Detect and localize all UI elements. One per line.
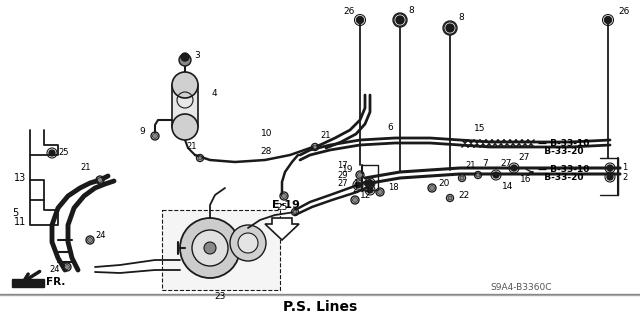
Bar bbox=[0, 294, 640, 295]
Circle shape bbox=[88, 238, 93, 242]
Circle shape bbox=[511, 165, 517, 171]
Text: S9A4-B3360C: S9A4-B3360C bbox=[490, 283, 552, 292]
Text: 16: 16 bbox=[520, 175, 531, 184]
Text: 3: 3 bbox=[194, 51, 200, 61]
Text: 19: 19 bbox=[342, 166, 353, 174]
Circle shape bbox=[179, 54, 191, 66]
Text: 27: 27 bbox=[518, 153, 529, 162]
Text: B-33-20: B-33-20 bbox=[538, 174, 584, 182]
Circle shape bbox=[181, 53, 189, 61]
Circle shape bbox=[198, 156, 202, 160]
Text: 2: 2 bbox=[353, 186, 358, 195]
Text: 25: 25 bbox=[276, 204, 288, 212]
Text: P.S. Lines: P.S. Lines bbox=[283, 300, 357, 314]
Circle shape bbox=[204, 242, 216, 254]
Text: 24: 24 bbox=[95, 231, 106, 240]
Text: 26: 26 bbox=[344, 7, 355, 16]
Text: 21: 21 bbox=[320, 131, 330, 140]
Circle shape bbox=[313, 145, 317, 149]
Circle shape bbox=[97, 177, 102, 182]
Text: B-33-20: B-33-20 bbox=[538, 146, 584, 155]
Text: 18: 18 bbox=[388, 183, 399, 192]
Text: 17: 17 bbox=[337, 161, 348, 170]
Circle shape bbox=[152, 133, 157, 138]
Text: 28: 28 bbox=[260, 146, 272, 155]
Text: 27: 27 bbox=[337, 180, 348, 189]
Text: 21: 21 bbox=[187, 142, 197, 151]
Text: 8: 8 bbox=[408, 6, 413, 15]
Polygon shape bbox=[265, 218, 299, 240]
Circle shape bbox=[238, 233, 258, 253]
Circle shape bbox=[460, 176, 464, 180]
Circle shape bbox=[192, 230, 228, 266]
Circle shape bbox=[607, 174, 613, 180]
Text: 20: 20 bbox=[438, 179, 449, 188]
Text: 7: 7 bbox=[482, 159, 488, 168]
Circle shape bbox=[65, 264, 70, 270]
Circle shape bbox=[367, 180, 373, 186]
Text: 23: 23 bbox=[214, 292, 226, 301]
Text: 27: 27 bbox=[500, 159, 511, 168]
Circle shape bbox=[172, 72, 198, 98]
Text: FR.: FR. bbox=[46, 277, 65, 287]
Circle shape bbox=[358, 173, 362, 177]
Text: 22: 22 bbox=[458, 190, 469, 199]
Text: 5: 5 bbox=[12, 208, 18, 218]
Text: E-19: E-19 bbox=[272, 200, 300, 210]
Circle shape bbox=[607, 165, 613, 171]
Text: 21: 21 bbox=[81, 163, 92, 172]
Circle shape bbox=[448, 196, 452, 200]
Text: — B-33-10: — B-33-10 bbox=[538, 166, 589, 174]
Text: 11: 11 bbox=[14, 217, 26, 227]
Circle shape bbox=[356, 17, 364, 24]
Text: 2: 2 bbox=[622, 173, 627, 182]
Circle shape bbox=[476, 173, 480, 177]
Bar bbox=[162, 210, 280, 290]
Text: 6: 6 bbox=[387, 123, 393, 132]
Bar bbox=[172, 85, 198, 127]
Circle shape bbox=[367, 187, 373, 193]
Circle shape bbox=[49, 150, 55, 156]
Circle shape bbox=[368, 183, 372, 187]
Circle shape bbox=[446, 24, 454, 32]
Circle shape bbox=[429, 186, 435, 190]
Text: 21: 21 bbox=[465, 161, 476, 170]
Circle shape bbox=[282, 194, 287, 198]
Circle shape bbox=[172, 114, 198, 140]
Circle shape bbox=[355, 182, 361, 188]
Text: 4: 4 bbox=[212, 88, 218, 98]
Text: 14: 14 bbox=[502, 182, 513, 191]
Circle shape bbox=[396, 16, 404, 24]
Text: 24: 24 bbox=[50, 265, 60, 275]
Text: 29: 29 bbox=[337, 170, 348, 180]
Text: 1: 1 bbox=[353, 179, 358, 188]
Text: 8: 8 bbox=[458, 13, 464, 22]
Circle shape bbox=[605, 17, 611, 24]
Circle shape bbox=[293, 210, 297, 214]
Circle shape bbox=[378, 189, 383, 195]
Text: 12: 12 bbox=[360, 190, 371, 199]
Text: 25: 25 bbox=[58, 148, 68, 157]
Text: 9: 9 bbox=[140, 128, 145, 137]
Circle shape bbox=[180, 218, 240, 278]
Text: 10: 10 bbox=[261, 129, 273, 138]
Text: — B-33-10: — B-33-10 bbox=[538, 138, 589, 147]
Circle shape bbox=[230, 225, 266, 261]
Text: 26: 26 bbox=[618, 7, 629, 16]
Text: 1: 1 bbox=[622, 164, 627, 173]
Circle shape bbox=[353, 197, 358, 203]
Bar bbox=[12, 279, 44, 287]
Bar bbox=[0, 294, 640, 319]
Circle shape bbox=[493, 172, 499, 178]
Text: 13: 13 bbox=[14, 173, 26, 183]
Text: 15: 15 bbox=[474, 124, 486, 133]
